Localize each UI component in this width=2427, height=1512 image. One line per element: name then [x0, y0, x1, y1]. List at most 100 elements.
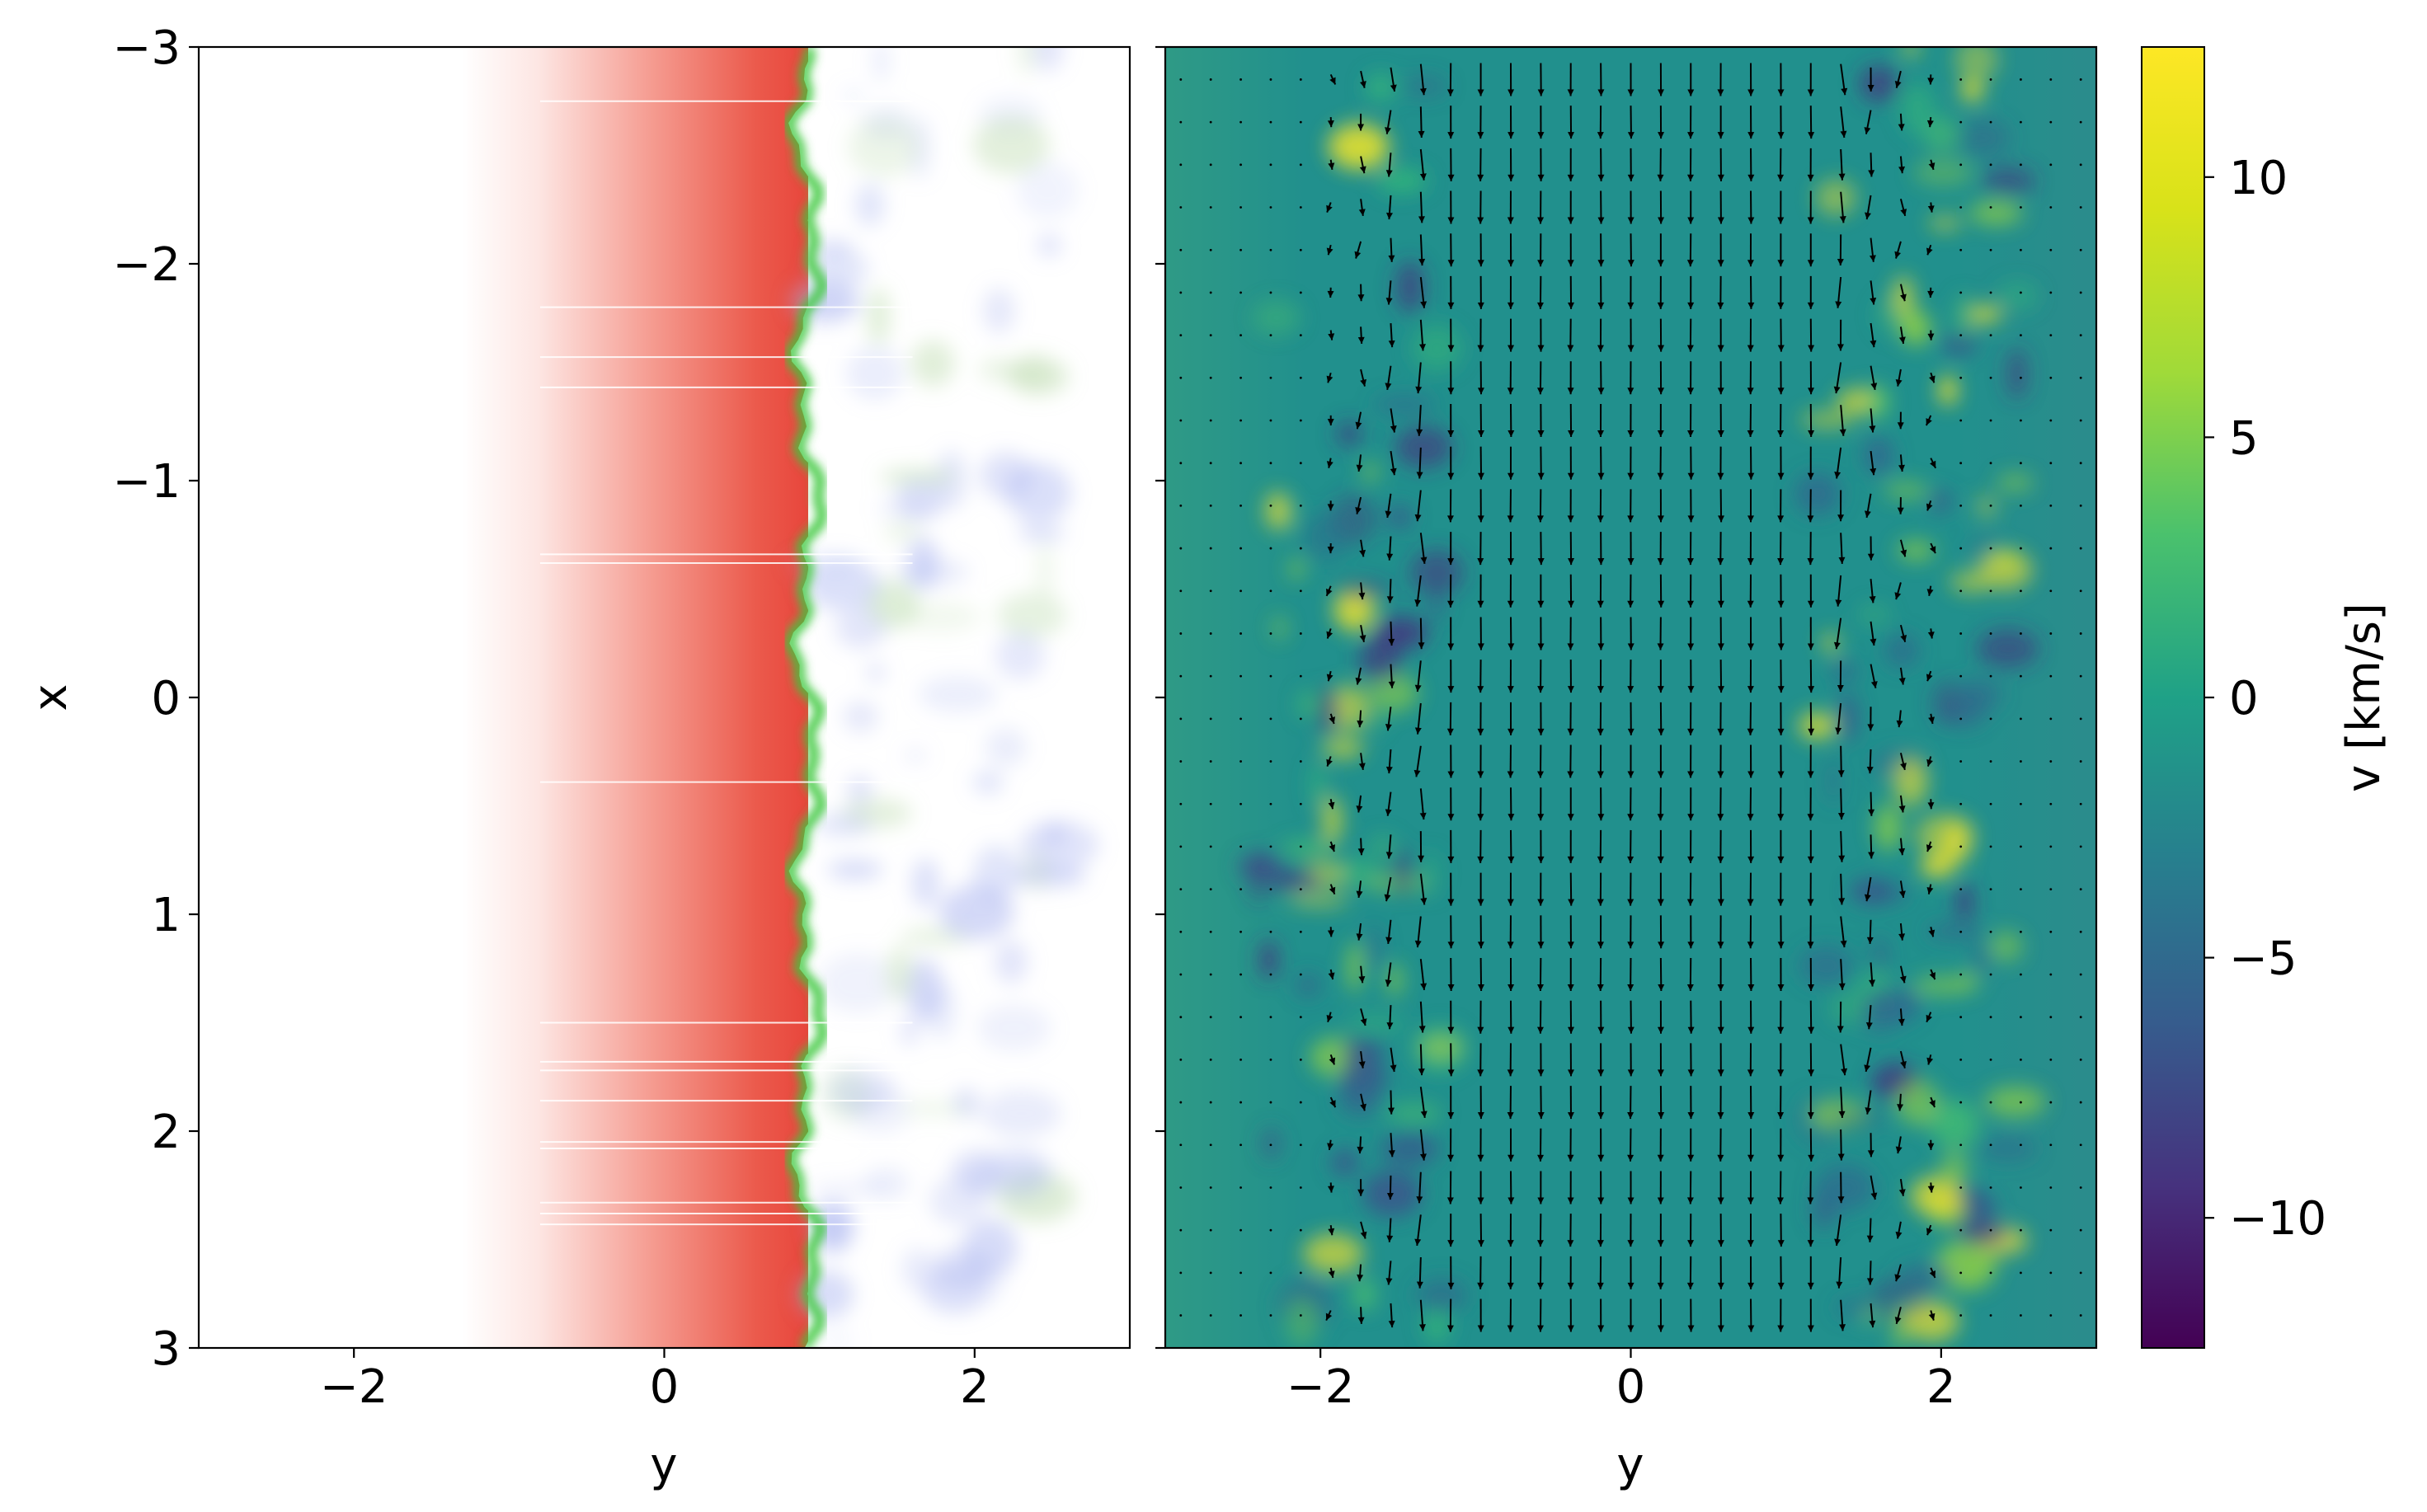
quiver-arrowhead — [1597, 856, 1604, 863]
turbulent-wisp — [972, 770, 1004, 795]
quiver-arrow — [1989, 1016, 1992, 1019]
quiver-arrow — [2020, 1143, 2022, 1147]
colorbar-tick-label: 5 — [2229, 411, 2259, 465]
quiver-arrowhead — [1356, 464, 1363, 472]
quiver-arrow — [1239, 845, 1242, 848]
quiver-arrow — [1269, 802, 1272, 805]
quiver-arrow — [1959, 376, 1963, 379]
x-tick-label: 2 — [960, 1360, 990, 1414]
velocity-blob — [1940, 1152, 1968, 1187]
quiver-arrowhead — [1446, 1325, 1454, 1332]
quiver-arrowhead — [1898, 805, 1906, 813]
velocity-blob — [1328, 123, 1390, 171]
quiver-arrowhead — [1597, 686, 1604, 693]
quiver-arrowhead — [1687, 941, 1695, 949]
quiver-arrowhead — [1477, 1026, 1484, 1034]
quiver-arrow — [2079, 1314, 2082, 1317]
quiver-arrow — [2079, 1186, 2082, 1189]
quiver-arrowhead — [1386, 596, 1394, 603]
quiver-arrowhead — [1717, 600, 1724, 608]
velocity-blob — [1920, 856, 1954, 878]
quiver-arrowhead — [1507, 472, 1514, 480]
quiver-arrow — [2020, 334, 2022, 337]
velocity-blob — [1997, 473, 2034, 492]
quiver-arrowhead — [1894, 81, 1902, 88]
left-ylabel: x — [24, 683, 78, 711]
quiver-arrowhead — [1477, 686, 1484, 693]
quiver-arrowhead — [1385, 852, 1393, 859]
quiver-arrowhead — [1477, 1112, 1484, 1120]
quiver-arrowhead — [1477, 771, 1484, 778]
velocity-blob — [1838, 693, 1858, 743]
quiver-arrowhead — [1477, 728, 1484, 735]
quiver-arrow — [1299, 888, 1302, 891]
quiver-arrow — [2079, 973, 2082, 976]
turbulent-wisp — [1017, 526, 1066, 541]
quiver-arrowhead — [1657, 1197, 1664, 1204]
velocity-blob — [1248, 852, 1269, 904]
quiver-arrowhead — [1627, 472, 1634, 480]
quiver-arrowhead — [1355, 421, 1362, 430]
quiver-arrowhead — [1927, 802, 1935, 810]
quiver-arrow — [1179, 206, 1183, 209]
quiver-arrowhead — [1833, 641, 1841, 650]
quiver-arrowhead — [1507, 686, 1514, 693]
quiver-arrowhead — [1869, 595, 1876, 603]
quiver-arrow — [1239, 163, 1242, 167]
velocity-blob — [1977, 629, 2039, 669]
quiver-arrowhead — [1537, 1069, 1545, 1077]
quiver-arrowhead — [1537, 1325, 1545, 1332]
quiver-arrow — [1269, 376, 1272, 379]
quiver-arrowhead — [1537, 558, 1545, 566]
quiver-arrowhead — [1658, 89, 1665, 96]
quiver-arrowhead — [1390, 425, 1397, 433]
quiver-arrowhead — [1447, 345, 1455, 352]
quiver-arrowhead — [1777, 1240, 1785, 1247]
quiver-arrow — [2079, 291, 2082, 294]
quiver-arrow — [1179, 802, 1183, 805]
quiver-arrowhead — [1388, 681, 1395, 688]
quiver-arrowhead — [1926, 1057, 1934, 1065]
quiver-arrowhead — [1687, 1026, 1695, 1034]
quiver-arrowhead — [1837, 812, 1845, 820]
quiver-arrowhead — [1627, 260, 1634, 267]
quiver-arrowhead — [1360, 1103, 1366, 1111]
quiver-arrowhead — [1870, 340, 1877, 348]
quiver-arrowhead — [1416, 1281, 1423, 1289]
quiver-arrowhead — [1717, 1112, 1724, 1120]
velocity-blob — [1294, 973, 1321, 998]
quiver-arrow — [2079, 1101, 2082, 1104]
quiver-arrowhead — [1536, 1026, 1544, 1034]
quiver-arrowhead — [1717, 132, 1724, 139]
quiver-arrowhead — [1627, 1282, 1634, 1289]
quiver-arrowhead — [1807, 174, 1814, 181]
velocity-blob — [1823, 632, 1838, 654]
quiver-arrow — [1239, 248, 1242, 251]
quiver-arrowhead — [1507, 345, 1515, 352]
velocity-blob — [1925, 923, 1985, 939]
velocity-blob — [1286, 1296, 1318, 1347]
velocity-blob — [1395, 261, 1425, 313]
quiver-arrowhead — [1687, 1112, 1695, 1120]
quiver-arrowhead — [1658, 984, 1665, 992]
quiver-arrow — [1179, 291, 1183, 294]
quiver-arrowhead — [1355, 677, 1362, 685]
quiver-arrowhead — [1329, 844, 1336, 852]
quiver-arrow — [1989, 717, 1992, 721]
quiver-arrowhead — [1507, 941, 1514, 949]
quiver-arrowhead — [1866, 766, 1874, 774]
quiver-arrowhead — [1384, 894, 1391, 902]
quiver-arrow — [2049, 78, 2053, 81]
quiver-arrowhead — [1747, 1154, 1754, 1162]
quiver-arrowhead — [1833, 386, 1841, 394]
quiver-arrow — [1989, 206, 1992, 209]
quiver-arrowhead — [1326, 247, 1333, 256]
quiver-arrowhead — [1777, 1026, 1785, 1034]
quiver-arrowhead — [1567, 345, 1574, 352]
quiver-arrow — [1179, 163, 1183, 167]
quiver-arrowhead — [1807, 515, 1814, 523]
turbulent-wisp — [932, 1247, 989, 1289]
quiver-arrow — [1239, 1016, 1242, 1019]
quiver-arrowhead — [1597, 132, 1604, 139]
colorbar: 10 5 0 −5 −10 v [km/s] — [2141, 46, 2391, 1349]
